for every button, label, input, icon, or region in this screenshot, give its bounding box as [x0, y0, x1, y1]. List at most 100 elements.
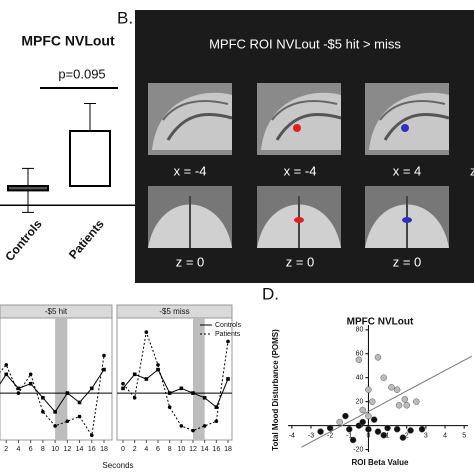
point — [374, 354, 382, 361]
y-axis-label: Total Mood Disturbance (POMS) — [271, 329, 280, 451]
annotation: p=0.095 — [58, 66, 105, 81]
point — [156, 367, 160, 372]
sulcus — [383, 113, 450, 141]
x-tick-label: 4 — [16, 446, 20, 453]
point — [89, 386, 94, 391]
point — [28, 372, 33, 377]
panel-title: -$5 hit — [45, 307, 68, 316]
x-axis-label: Seconds — [102, 461, 133, 470]
point — [418, 425, 426, 433]
x-tick-label: 3 — [424, 432, 428, 439]
sagittal-label: x = -4 — [174, 163, 207, 178]
point — [226, 377, 230, 381]
panel-label: B. — [117, 8, 133, 27]
point — [365, 425, 372, 433]
bar — [7, 185, 49, 192]
point — [388, 384, 395, 391]
shaded-region — [193, 318, 205, 440]
point — [401, 396, 409, 403]
point — [384, 424, 391, 432]
chart-title: MPFC NVLout — [21, 33, 115, 49]
x-tick-label: 6 — [156, 446, 160, 453]
x-tick-label: 6 — [29, 446, 33, 453]
x-tick-label: 4 — [144, 446, 148, 453]
point — [144, 377, 149, 381]
point — [370, 416, 378, 423]
point — [77, 400, 82, 405]
point — [317, 428, 324, 435]
point — [102, 367, 106, 372]
sagittal-label: x = -4 — [284, 163, 317, 178]
x-tick-label: 12 — [63, 446, 71, 453]
point — [4, 363, 9, 367]
series-line — [122, 368, 229, 408]
sulcus — [162, 100, 229, 121]
point — [374, 428, 382, 435]
axial-label: z = 0 — [286, 254, 315, 269]
y-tick-label: 60 — [356, 351, 364, 358]
point — [214, 419, 219, 424]
legend-label: Patients — [215, 331, 241, 338]
axial-label: z = 0 — [393, 254, 422, 269]
point — [380, 374, 387, 381]
point — [4, 372, 9, 377]
brain-images: Controlsx = -4z = 0Patientsx = -4z = 0Co… — [148, 83, 450, 269]
series-line — [0, 369, 105, 413]
point — [167, 391, 172, 395]
x-tick-label: 8 — [168, 446, 172, 453]
x-tick-label: -2 — [327, 432, 333, 439]
x-tick-label: -1 — [346, 432, 352, 439]
y-tick-label: 40 — [356, 375, 364, 382]
x-axis-label: ROI Beta Value — [352, 458, 409, 467]
x-tick-label: 10 — [177, 446, 185, 453]
point — [41, 395, 45, 400]
point — [359, 418, 366, 426]
shaded-region — [55, 318, 68, 440]
point — [395, 402, 403, 409]
point — [336, 418, 343, 426]
y-tick-label: 80 — [356, 327, 364, 334]
cut-label: z — [470, 163, 474, 178]
point — [403, 402, 410, 409]
point — [121, 381, 125, 386]
series-line — [0, 355, 105, 437]
point — [359, 406, 366, 414]
point — [167, 405, 172, 409]
sulcus — [379, 100, 446, 121]
point — [132, 395, 137, 400]
legend-label: Controls — [215, 322, 242, 329]
point — [326, 424, 334, 432]
x-tick-label: Controls — [2, 217, 45, 264]
y-tick-label: -20 — [353, 446, 363, 453]
x-tick-label: 8 — [41, 446, 45, 453]
point — [413, 398, 420, 405]
point — [380, 431, 387, 439]
chart-title: MPFC NVLout — [347, 317, 414, 328]
point — [191, 428, 195, 433]
point — [53, 424, 57, 428]
point — [77, 414, 82, 419]
series-line — [122, 330, 229, 432]
x-tick-label: 18 — [224, 446, 232, 453]
point — [393, 386, 401, 393]
point — [365, 412, 372, 420]
point — [214, 405, 219, 409]
x-tick-label: 18 — [100, 446, 108, 453]
x-tick-label: 16 — [88, 446, 96, 453]
point — [365, 386, 372, 393]
panel-title: -$5 miss — [159, 307, 189, 316]
x-tick-label: 10 — [51, 446, 59, 453]
point — [226, 339, 230, 344]
point — [349, 436, 357, 444]
x-tick-label: 0 — [366, 432, 370, 439]
point — [144, 330, 149, 334]
axial-label: z = 0 — [176, 254, 205, 269]
point — [89, 433, 94, 438]
x-tick-label: -3 — [308, 432, 314, 439]
point — [132, 372, 137, 377]
panel-title: MPFC ROI NVLout -$5 hit > miss — [209, 36, 401, 51]
x-tick-label: 2 — [405, 432, 409, 439]
point — [16, 386, 21, 391]
activation — [401, 124, 409, 132]
